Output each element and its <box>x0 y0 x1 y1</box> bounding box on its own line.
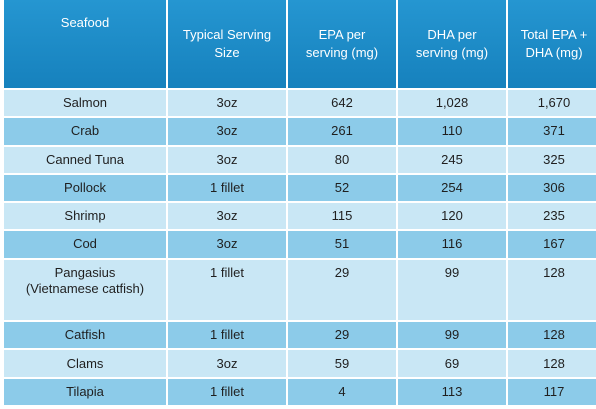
cell-dha: 110 <box>398 118 506 145</box>
cell-dha: 254 <box>398 174 506 201</box>
column-header-serving-line: Typical Serving <box>182 27 272 42</box>
cell-serving: 1 fillet <box>168 378 286 405</box>
cell-epa: 29 <box>288 259 396 321</box>
seafood-name: (Vietnamese catfish) <box>25 280 145 296</box>
cell-seafood: Canned Tuna <box>4 146 166 173</box>
cell-serving: 3oz <box>168 146 286 173</box>
cell-total: 371 <box>508 118 596 145</box>
column-header-seafood: Seafood <box>4 0 166 88</box>
cell-total: 128 <box>508 350 596 377</box>
cell-seafood: Catfish <box>4 322 166 349</box>
column-header-serving-line: Size <box>214 45 240 60</box>
cell-serving: 1 fillet <box>168 322 286 349</box>
cell-dha: 245 <box>398 146 506 173</box>
cell-total: 117 <box>508 378 596 405</box>
cell-epa: 261 <box>288 118 396 145</box>
cell-serving: 3oz <box>168 90 286 117</box>
cell-total: 128 <box>508 259 596 321</box>
header-row: Seafood Typical Serving Size EPA per serving… <box>4 0 596 88</box>
column-header-epa: EPA per serving (mg) <box>288 0 396 88</box>
cell-epa: 642 <box>288 90 396 117</box>
cell-epa: 115 <box>288 203 396 230</box>
cell-seafood: Crab <box>4 118 166 145</box>
cell-dha: 99 <box>398 259 506 321</box>
cell-serving: 3oz <box>168 350 286 377</box>
cell-total: 1,670 <box>508 90 596 117</box>
cell-serving: 3oz <box>168 203 286 230</box>
seafood-name: Crab <box>70 123 100 139</box>
cell-epa: 80 <box>288 146 396 173</box>
cell-seafood: Tilapia <box>4 378 166 405</box>
table-row: Clams 3oz 59 69 128 <box>4 350 596 377</box>
column-header-serving: Typical Serving Size <box>168 0 286 88</box>
cell-seafood: Pangasius (Vietnamese catfish) <box>4 259 166 321</box>
cell-epa: 52 <box>288 174 396 201</box>
table-row: Pollock 1 fillet 52 254 306 <box>4 174 596 201</box>
seafood-name: Pollock <box>64 179 106 195</box>
column-header-epa-line: EPA per <box>318 27 366 42</box>
table-row: Shrimp 3oz 115 120 235 <box>4 203 596 230</box>
cell-dha: 69 <box>398 350 506 377</box>
cell-seafood: Salmon <box>4 90 166 117</box>
table-row: Salmon 3oz 642 1,028 1,670 <box>4 90 596 117</box>
cell-total: 235 <box>508 203 596 230</box>
cell-serving: 1 fillet <box>168 174 286 201</box>
cell-dha: 113 <box>398 378 506 405</box>
column-header-epa-line: serving (mg) <box>305 45 379 60</box>
table-body: Salmon 3oz 642 1,028 1,670 Crab 3oz 261 110 371 Ca… <box>4 90 596 405</box>
table-row: Catfish 1 fillet 29 99 128 <box>4 322 596 349</box>
table-row: Crab 3oz 261 110 371 <box>4 118 596 145</box>
cell-dha: 120 <box>398 203 506 230</box>
table-header: Seafood Typical Serving Size EPA per serving… <box>4 0 596 88</box>
seafood-name: Clams <box>66 355 104 371</box>
cell-seafood: Clams <box>4 350 166 377</box>
cell-epa: 59 <box>288 350 396 377</box>
cell-total: 128 <box>508 322 596 349</box>
column-header-dha: DHA per serving (mg) <box>398 0 506 88</box>
cell-epa: 4 <box>288 378 396 405</box>
table-row: Tilapia 1 fillet 4 113 117 <box>4 378 596 405</box>
table-row: Pangasius (Vietnamese catfish) 1 fillet 29 9… <box>4 259 596 321</box>
cell-serving: 3oz <box>168 118 286 145</box>
cell-total: 325 <box>508 146 596 173</box>
cell-dha: 116 <box>398 231 506 258</box>
cell-serving: 1 fillet <box>168 259 286 321</box>
column-header-total-line: DHA (mg) <box>525 45 583 60</box>
cell-total: 167 <box>508 231 596 258</box>
column-header-total-line: Total EPA + <box>520 27 588 42</box>
seafood-name: Pangasius <box>54 264 116 280</box>
column-header-dha-line: serving (mg) <box>415 45 489 60</box>
seafood-name: Tilapia <box>66 383 104 399</box>
cell-seafood: Pollock <box>4 174 166 201</box>
cell-dha: 99 <box>398 322 506 349</box>
seafood-name: Canned Tuna <box>45 151 125 167</box>
seafood-name: Salmon <box>62 95 108 111</box>
seafood-name: Catfish <box>64 327 106 343</box>
column-header-total: Total EPA + DHA (mg) <box>508 0 596 88</box>
table-row: Canned Tuna 3oz 80 245 325 <box>4 146 596 173</box>
table-row: Cod 3oz 51 116 167 <box>4 231 596 258</box>
cell-epa: 51 <box>288 231 396 258</box>
cell-seafood: Shrimp <box>4 203 166 230</box>
seafood-name: Shrimp <box>64 208 106 224</box>
seafood-name: Cod <box>73 236 97 252</box>
cell-dha: 1,028 <box>398 90 506 117</box>
column-header-seafood-line: Seafood <box>60 15 110 30</box>
cell-total: 306 <box>508 174 596 201</box>
cell-seafood: Cod <box>4 231 166 258</box>
cell-serving: 3oz <box>168 231 286 258</box>
cell-epa: 29 <box>288 322 396 349</box>
column-header-dha-line: DHA per <box>427 27 477 42</box>
